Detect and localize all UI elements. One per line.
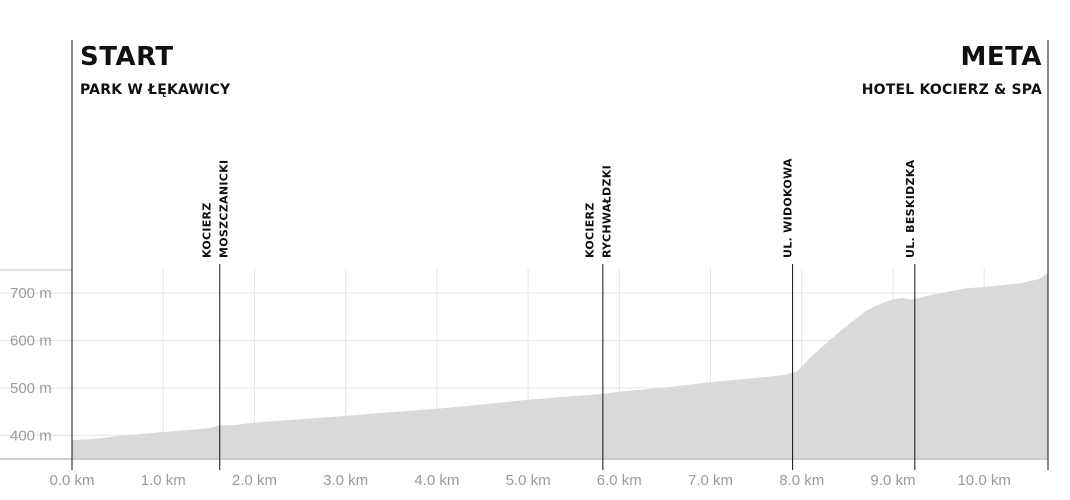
x-tick-label: 4.0 km <box>414 472 459 489</box>
waypoint-label: UL. BESKIDZKA <box>904 159 917 258</box>
start-subtitle: PARK W ŁĘKAWICY <box>80 82 231 98</box>
finish-subtitle: HOTEL KOCIERZ & SPA <box>861 82 1042 98</box>
x-tick-label: 8.0 km <box>779 472 824 489</box>
x-tick-label: 1.0 km <box>141 472 186 489</box>
waypoint-label: KOCIERZ <box>583 202 596 258</box>
y-tick-label: 400 m <box>10 427 52 444</box>
finish-title: META <box>960 42 1042 72</box>
x-tick-label: 7.0 km <box>688 472 733 489</box>
waypoint-label: RYCHWAŁDZKI <box>600 165 613 258</box>
y-tick-label: 500 m <box>10 380 52 397</box>
x-tick-label: 9.0 km <box>870 472 915 489</box>
waypoint-label: KOCIERZ <box>200 202 213 258</box>
x-tick-label: 3.0 km <box>323 472 368 489</box>
x-tick-label: 2.0 km <box>232 472 277 489</box>
waypoint-label: UL. WIDOKOWA <box>782 158 795 258</box>
elevation-area <box>72 273 1048 459</box>
x-axis-ticks: 0.0 km 1.0 km 2.0 km 3.0 km 4.0 km 5.0 km 6.0 … <box>49 472 1010 489</box>
x-tick-label: 5.0 km <box>506 472 551 489</box>
waypoint-markers: KOCIERZ MOSZCZANICKI KOCIERZ RYCHWAŁDZKI UL.… <box>200 158 917 470</box>
x-tick-label: 10.0 km <box>957 472 1010 489</box>
y-tick-label: 700 m <box>10 285 52 302</box>
x-tick-label: 6.0 km <box>597 472 642 489</box>
y-axis-ticks: 400 m 500 m 600 m 700 m <box>10 285 52 444</box>
x-tick-label: 0.0 km <box>49 472 94 489</box>
y-tick-label: 600 m <box>10 333 52 350</box>
start-title: START <box>80 42 174 72</box>
waypoint-label: MOSZCZANICKI <box>217 160 230 258</box>
